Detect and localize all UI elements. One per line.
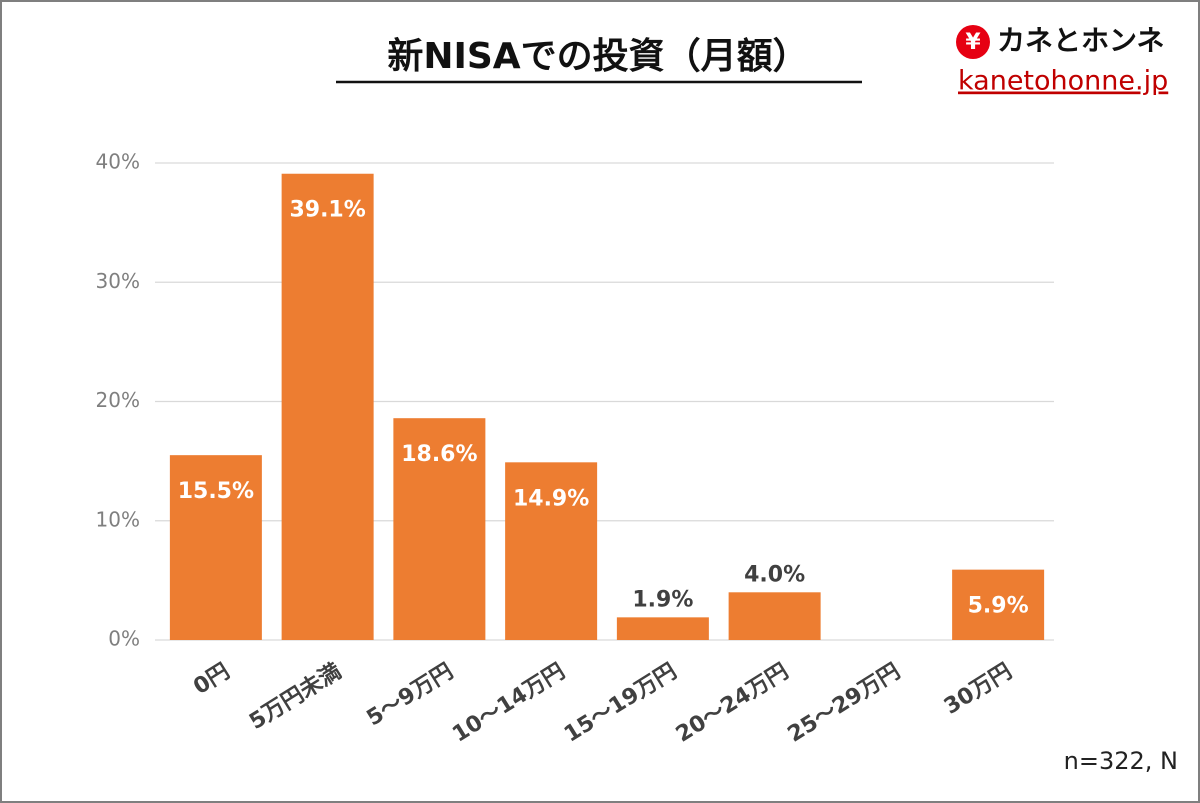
y-tick-label: 0% (108, 627, 140, 651)
logo-icon-bg (956, 25, 990, 59)
data-label: 4.0% (744, 562, 805, 587)
data-label: 5.9% (968, 594, 1029, 619)
y-tick-label: 20% (96, 388, 140, 412)
bar (281, 173, 374, 641)
logo-name: カネとホンネ (997, 24, 1164, 57)
chart-title: 新NISAでの投資（月額） (387, 36, 808, 77)
sample-note: n=322, N (1064, 747, 1178, 775)
y-tick-label: 10% (96, 507, 140, 531)
bar (169, 455, 262, 640)
bar (393, 418, 486, 640)
bar (952, 569, 1045, 640)
y-tick-label: 40% (96, 150, 140, 174)
data-label: 18.6% (401, 442, 477, 467)
bar (616, 617, 709, 640)
data-label: 1.9% (632, 587, 693, 612)
bar (505, 462, 598, 640)
data-label: 14.9% (513, 486, 589, 511)
data-label: 39.1% (289, 198, 365, 223)
bar (728, 592, 821, 640)
data-label: 15.5% (178, 479, 254, 504)
logo-icon: ¥ (965, 30, 981, 55)
logo-url[interactable]: kanetohonne.jp (958, 66, 1168, 97)
y-tick-label: 30% (96, 269, 140, 293)
